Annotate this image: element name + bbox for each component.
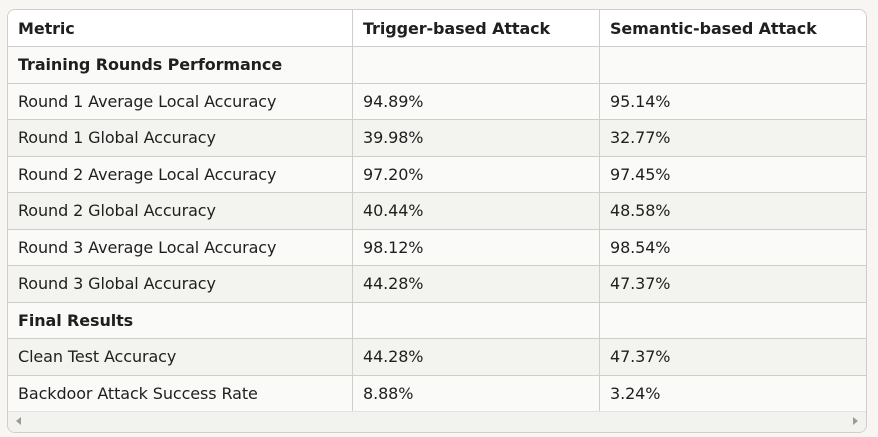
metric-cell: Backdoor Attack Success Rate	[8, 374, 353, 412]
trigger-value-cell: 8.88%	[352, 374, 600, 412]
column-header-trigger-based-attack: Trigger-based Attack	[352, 10, 600, 47]
semantic-value-cell: 95.14%	[599, 82, 866, 120]
chevron-left-icon[interactable]	[16, 417, 21, 425]
trigger-value-cell: 39.98%	[352, 119, 600, 157]
metric-cell: Round 2 Global Accuracy	[8, 192, 353, 230]
trigger-value-cell: 97.20%	[352, 155, 600, 193]
table-cell	[599, 301, 866, 339]
semantic-value-cell: 98.54%	[599, 228, 866, 266]
chevron-right-icon[interactable]	[853, 417, 858, 425]
section-label: Training Rounds Performance	[8, 46, 353, 84]
table-cell	[352, 46, 600, 84]
section-label: Final Results	[8, 301, 353, 339]
table-cell	[352, 301, 600, 339]
semantic-value-cell: 32.77%	[599, 119, 866, 157]
table-row: Backdoor Attack Success Rate 8.88% 3.24%	[8, 374, 866, 412]
semantic-value-cell: 48.58%	[599, 192, 866, 230]
table-row-section-training-rounds: Training Rounds Performance	[8, 46, 866, 84]
semantic-value-cell: 97.45%	[599, 155, 866, 193]
semantic-value-cell: 47.37%	[599, 338, 866, 376]
table-header-row: Metric Trigger-based Attack Semantic-bas…	[8, 10, 866, 47]
results-table-container: Metric Trigger-based Attack Semantic-bas…	[7, 9, 867, 433]
results-table: Metric Trigger-based Attack Semantic-bas…	[8, 10, 866, 412]
trigger-value-cell: 98.12%	[352, 228, 600, 266]
metric-cell: Clean Test Accuracy	[8, 338, 353, 376]
trigger-value-cell: 40.44%	[352, 192, 600, 230]
table-row: Round 3 Global Accuracy 44.28% 47.37%	[8, 265, 866, 303]
table-row: Round 2 Average Local Accuracy 97.20% 97…	[8, 155, 866, 193]
metric-cell: Round 3 Average Local Accuracy	[8, 228, 353, 266]
table-row: Round 1 Average Local Accuracy 94.89% 95…	[8, 82, 866, 120]
metric-cell: Round 2 Average Local Accuracy	[8, 155, 353, 193]
trigger-value-cell: 94.89%	[352, 82, 600, 120]
semantic-value-cell: 3.24%	[599, 374, 866, 412]
table-row: Round 2 Global Accuracy 40.44% 48.58%	[8, 192, 866, 230]
metric-cell: Round 1 Average Local Accuracy	[8, 82, 353, 120]
table-cell	[599, 46, 866, 84]
semantic-value-cell: 47.37%	[599, 265, 866, 303]
column-header-semantic-based-attack: Semantic-based Attack	[599, 10, 866, 47]
trigger-value-cell: 44.28%	[352, 265, 600, 303]
metric-cell: Round 3 Global Accuracy	[8, 265, 353, 303]
horizontal-scrollbar[interactable]	[8, 411, 866, 432]
column-header-metric: Metric	[8, 10, 353, 47]
metric-cell: Round 1 Global Accuracy	[8, 119, 353, 157]
table-row: Clean Test Accuracy 44.28% 47.37%	[8, 338, 866, 376]
trigger-value-cell: 44.28%	[352, 338, 600, 376]
table-row: Round 1 Global Accuracy 39.98% 32.77%	[8, 119, 866, 157]
table-row-section-final-results: Final Results	[8, 301, 866, 339]
table-row: Round 3 Average Local Accuracy 98.12% 98…	[8, 228, 866, 266]
